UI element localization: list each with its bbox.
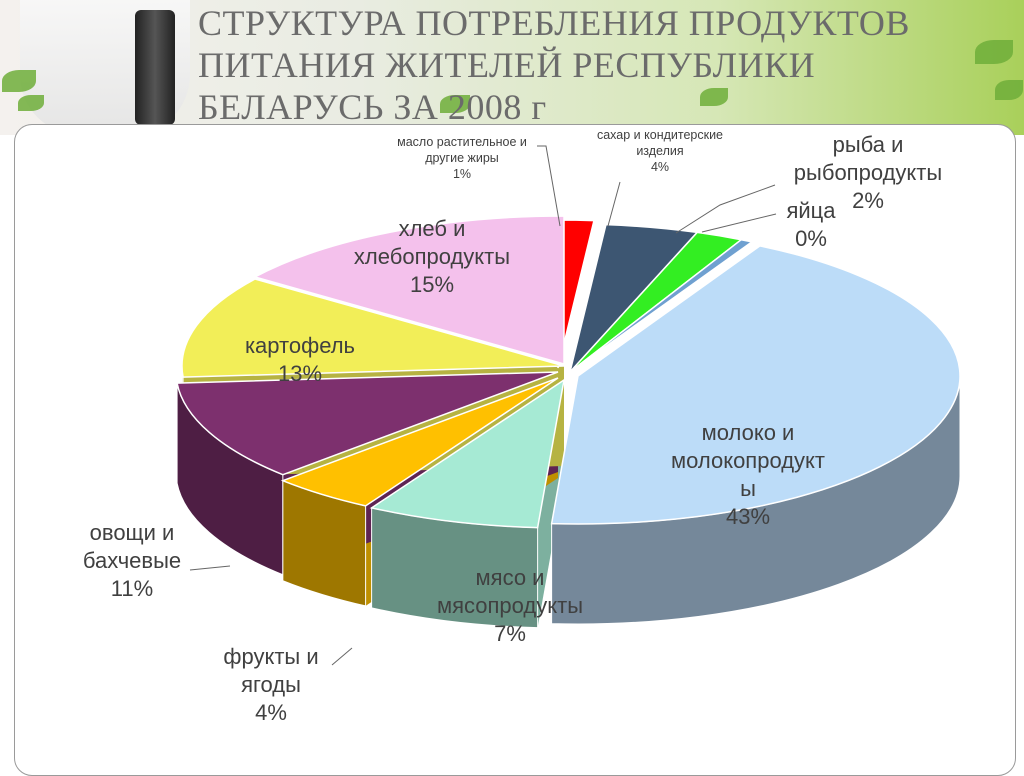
slice-label-line: 43% [726, 504, 770, 529]
slice-label-line: хлеб и [399, 216, 466, 241]
slice-label-line: изделия [636, 144, 683, 158]
leader-line [675, 184, 776, 234]
slice-label-line: овощи и [90, 520, 175, 545]
slice-label: молоко и молокопродукт ы 43% [671, 420, 825, 529]
leader-line [537, 145, 561, 227]
slice-label-line: мясо и [476, 565, 545, 590]
slice-label-line: 4% [651, 160, 669, 174]
slice-label: мясо и мясопродукты 7% [437, 565, 583, 646]
slice-label-line: ы [740, 476, 756, 501]
slice-label-line: 4% [255, 700, 287, 725]
page-title: СТРУКТУРА ПОТРЕБЛЕНИЯ ПРОДУКТОВ ПИТАНИЯ … [198, 3, 910, 127]
leaf-icon [700, 88, 728, 106]
slice-label-line: 13% [278, 361, 322, 386]
slice-label-line: 15% [410, 272, 454, 297]
leaf-icon [2, 70, 36, 92]
slice-label: хлеб и хлебопродукты 15% [354, 216, 510, 297]
leaf-icon [995, 80, 1023, 100]
leader-line [701, 213, 777, 233]
slice-label-line: хлебопродукты [354, 244, 510, 269]
header-banner [0, 0, 1024, 135]
pie-slice [181, 278, 565, 378]
slice-label: рыба и рыбопродукты 2% [794, 132, 942, 213]
slice-label-line: молоко и [702, 420, 795, 445]
slice-label-line: молокопродукт [671, 448, 825, 473]
slice-label: масло растительное и другие жиры 1% [397, 135, 527, 181]
leaf-icon [18, 95, 44, 111]
slice-label-line: картофель [245, 333, 355, 358]
leader-line [607, 181, 621, 227]
slice-label: овощи и бахчевые 11% [83, 520, 181, 601]
slice-label-line: фрукты и [223, 644, 318, 669]
slice-label-line: 0% [795, 226, 827, 251]
leaf-icon [975, 40, 1013, 64]
slice-label-line: сахар и кондитерские [597, 128, 723, 142]
microscope-icon [135, 10, 175, 125]
pie-slice [550, 245, 961, 525]
slice-label: сахар и кондитерские изделия 4% [597, 128, 723, 174]
slice-label-line: ягоды [241, 672, 301, 697]
leader-line [189, 565, 231, 571]
pie-slice [252, 215, 565, 365]
leader-line [331, 647, 353, 666]
slice-label-line: яйца [786, 198, 836, 223]
pie-slice [369, 378, 566, 529]
slice-label: фрукты и ягоды 4% [223, 644, 318, 725]
slice-label-line: другие жиры [425, 151, 499, 165]
slice-label-line: рыба и [833, 132, 904, 157]
pie-slice [569, 238, 754, 373]
leaf-icon [440, 95, 470, 113]
slice-label: картофель 13% [245, 333, 355, 386]
slice-label-line: 1% [453, 167, 471, 181]
slice-label-line: 2% [852, 188, 884, 213]
slice-label-line: 11% [111, 576, 153, 601]
pie-slice [280, 377, 559, 507]
slice-label-line: бахчевые [83, 548, 181, 573]
slice-label-line: 7% [494, 621, 526, 646]
slice-label-line: рыбопродукты [794, 160, 942, 185]
slice-label: яйца 0% [786, 198, 836, 251]
slice-label-line: мясопродукты [437, 593, 583, 618]
slice-label-line: масло растительное и [397, 135, 527, 149]
pie-slice [176, 371, 559, 476]
